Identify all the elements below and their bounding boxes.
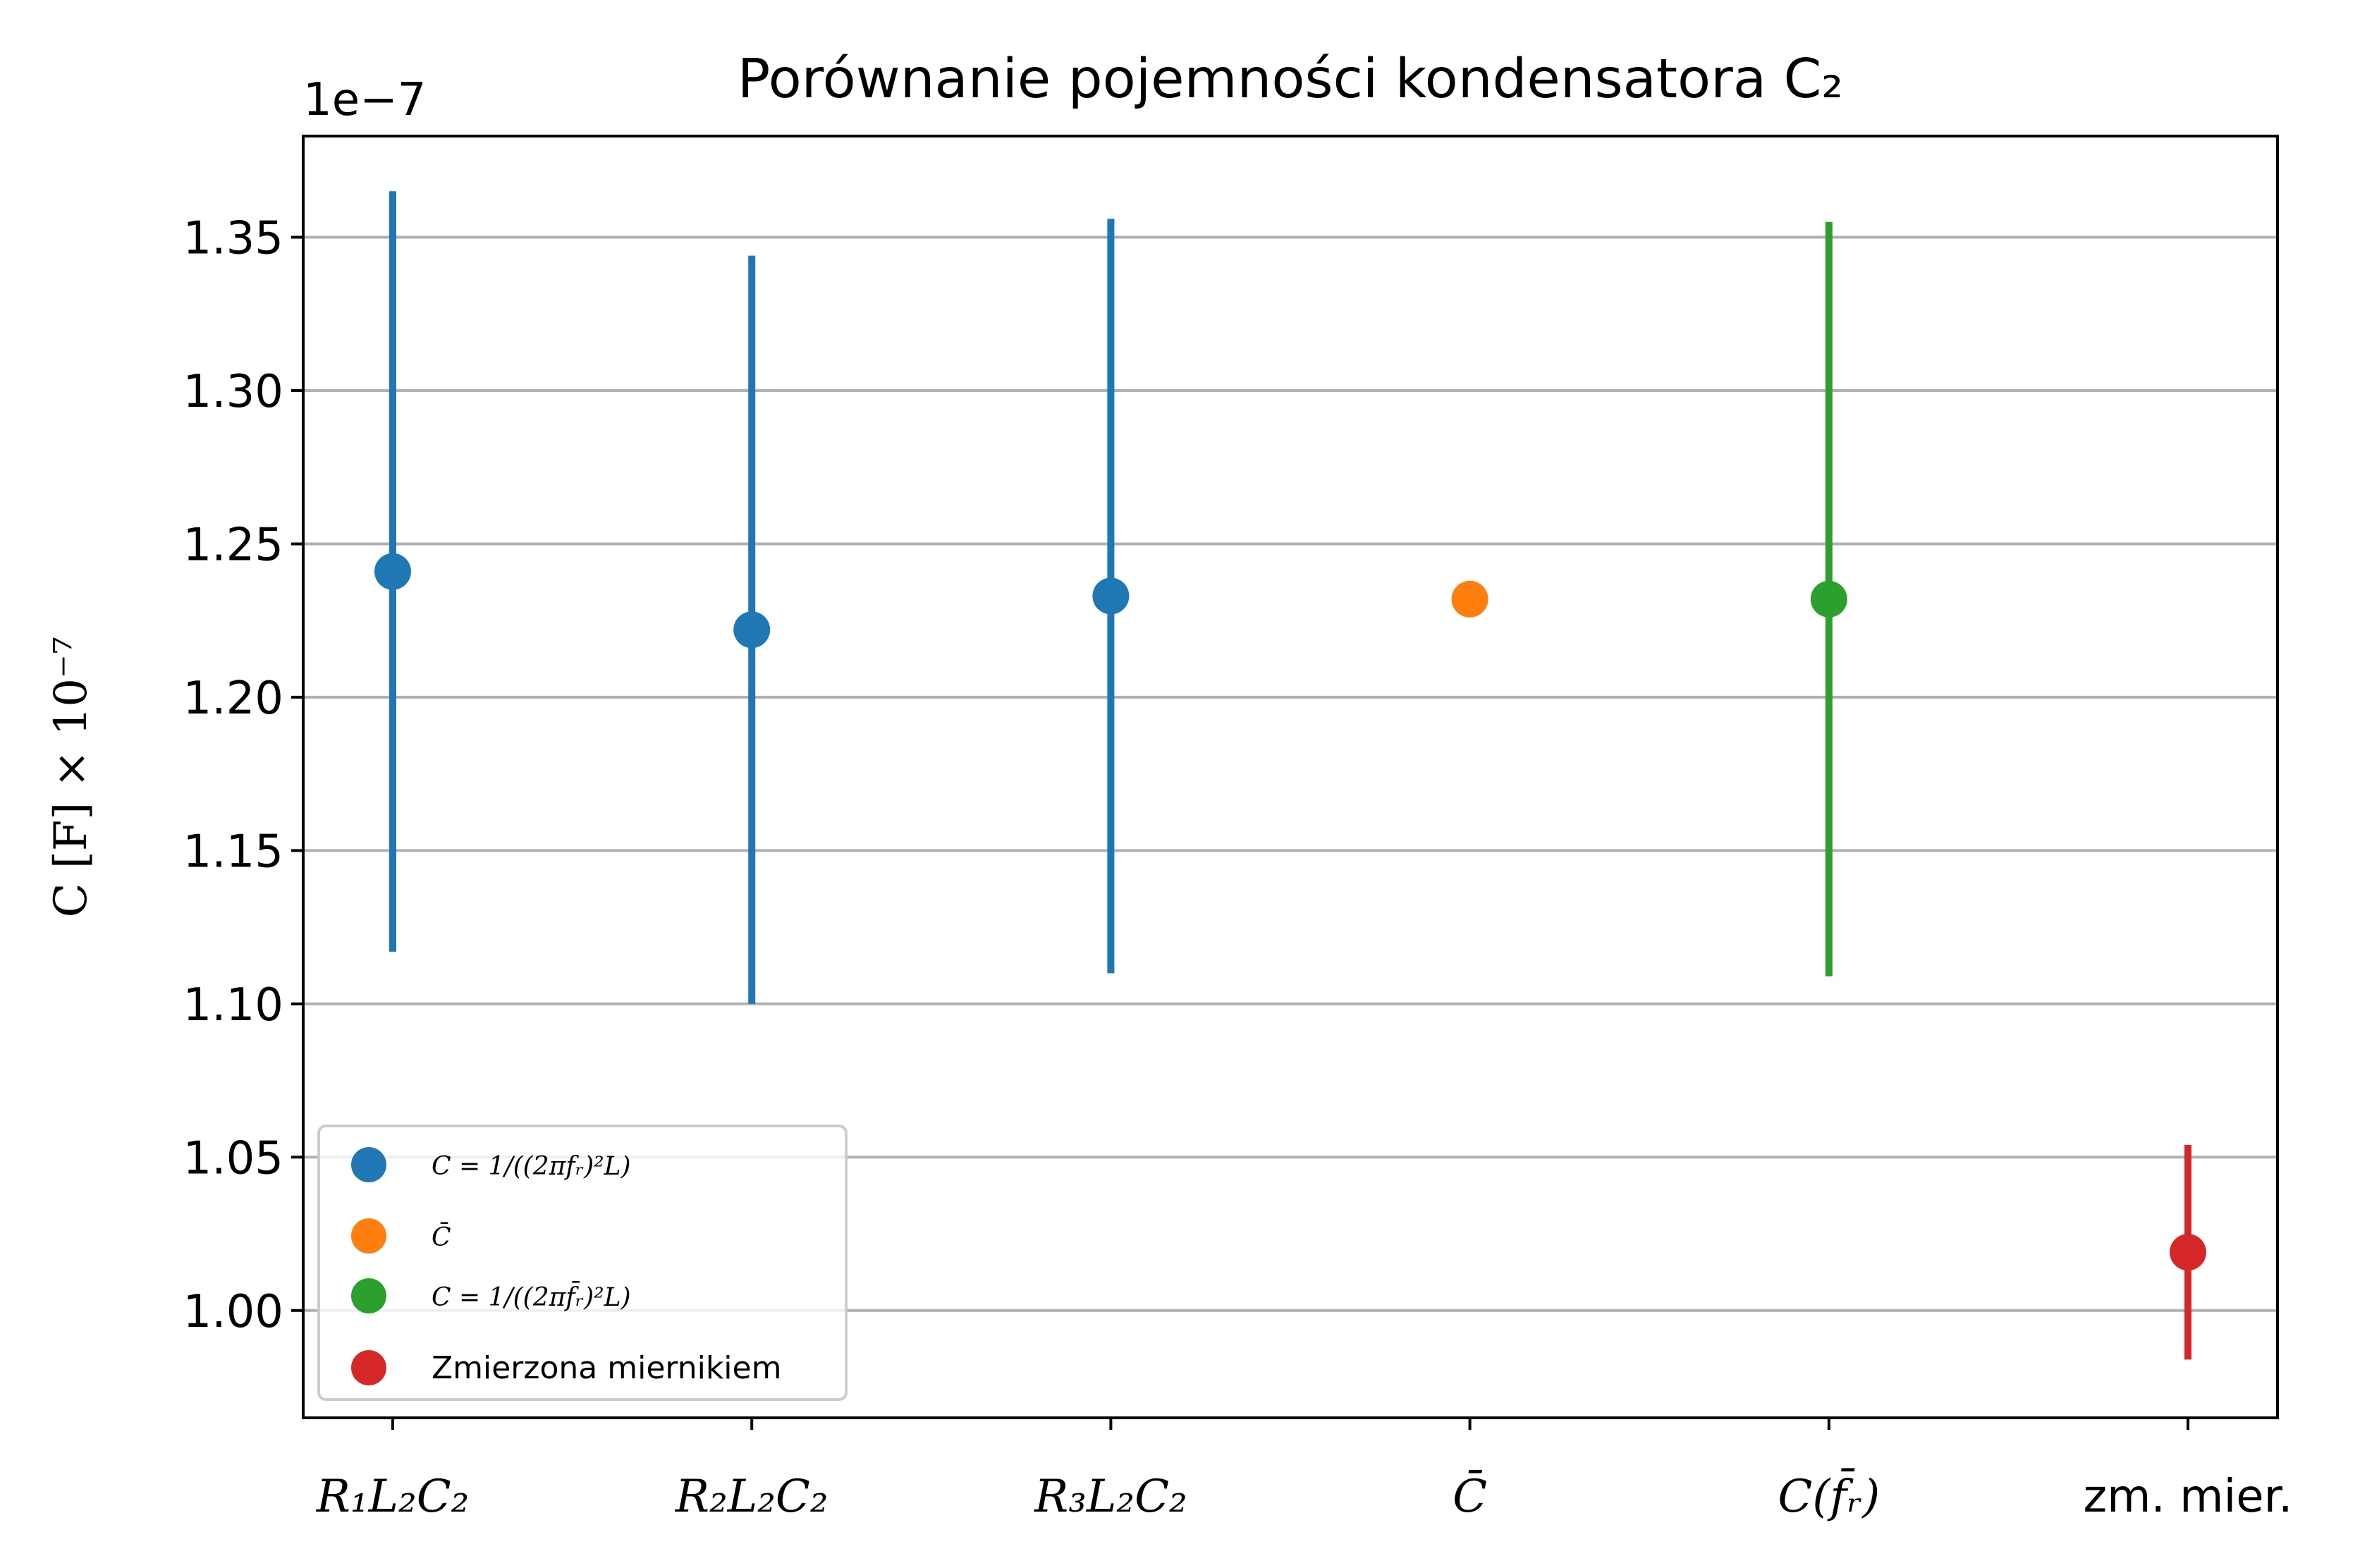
legend-label-formula: C = 1/((2πfᵣ)²L)	[432, 1152, 631, 1181]
y-tick-label: 1.05	[183, 1132, 284, 1184]
x-tick-label: R₂L₂C₂	[675, 1471, 829, 1523]
y-tick-label: 1.20	[183, 673, 284, 725]
data-point	[1092, 577, 1130, 615]
legend-label-mean: C̄	[432, 1222, 451, 1252]
y-tick-label: 1.00	[183, 1286, 284, 1338]
legend-marker-formula	[351, 1147, 386, 1182]
x-tick-label: R₁L₂C₂	[316, 1471, 470, 1523]
plot-frame	[302, 135, 2279, 1419]
y-tick-label: 1.10	[183, 979, 284, 1031]
y-tick-label: 1.15	[183, 826, 284, 878]
x-axis: R₁L₂C₂ R₂L₂C₂ R₃L₂C₂ C̄ C(f̄ᵣ) zm. mier.	[316, 1418, 2293, 1523]
y-tick-label: 1.35	[183, 213, 284, 265]
y-offset-text: 1e−7	[303, 74, 426, 126]
y-tick-label: 1.30	[183, 366, 284, 418]
legend-marker-mean	[351, 1218, 386, 1254]
legend-label-mean-frequency: C = 1/((2πf̄ᵣ)²L)	[432, 1281, 631, 1312]
y-axis-label: C [F] × 10⁻⁷	[45, 637, 97, 918]
data-layer	[374, 191, 2206, 1360]
x-tick-label: R₃L₂C₂	[1034, 1471, 1187, 1523]
legend-marker-measured	[351, 1350, 386, 1385]
legend-label-measured: Zmierzona miernikiem	[432, 1350, 781, 1386]
legend-marker-mean-frequency	[351, 1278, 386, 1313]
data-point	[374, 553, 411, 590]
x-tick-label: C̄	[1453, 1469, 1487, 1523]
chart-title: Porównanie pojemności kondensatora C₂	[738, 48, 1843, 111]
x-tick-label: zm. mier.	[2084, 1471, 2293, 1523]
data-point	[1810, 580, 1847, 618]
data-point	[1451, 580, 1488, 618]
legend: C = 1/((2πfᵣ)²L) C̄ C = 1/((2πf̄ᵣ)²L) Zm…	[317, 1125, 848, 1401]
data-point	[2170, 1234, 2206, 1271]
x-tick-label: C(f̄ᵣ)	[1778, 1468, 1880, 1523]
y-tick-label: 1.25	[183, 519, 284, 571]
data-point	[733, 611, 771, 649]
y-axis: 1.00 1.05 1.10 1.15 1.20 1.25 1.30 1.35	[183, 213, 303, 1338]
legend-box	[317, 1125, 848, 1401]
